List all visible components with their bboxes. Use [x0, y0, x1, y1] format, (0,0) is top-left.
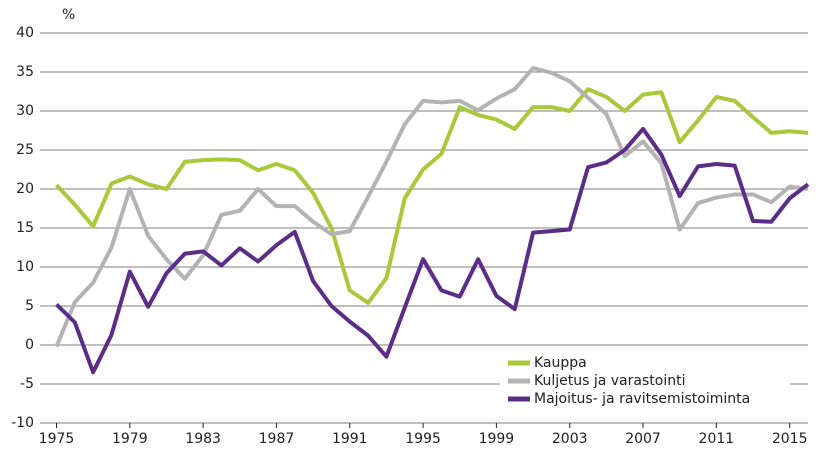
- x-tick-label: 2007: [625, 431, 661, 447]
- y-tick-label: 15: [16, 220, 34, 236]
- y-tick-label: 30: [16, 103, 34, 119]
- x-tick-label: 2015: [772, 431, 808, 447]
- y-tick-label: 40: [16, 25, 34, 41]
- y-tick-label: 35: [16, 64, 34, 80]
- y-axis-unit: %: [62, 7, 75, 23]
- y-tick-label: -10: [11, 415, 34, 431]
- y-tick-label: 10: [16, 259, 34, 275]
- x-tick-label: 1983: [185, 431, 221, 447]
- x-tick-label: 1987: [259, 431, 295, 447]
- x-tick-label: 1991: [332, 431, 368, 447]
- legend-label: Kauppa: [534, 355, 587, 371]
- y-tick-label: 5: [25, 298, 34, 314]
- legend-label: Majoitus- ja ravitsemistoiminta: [534, 391, 750, 407]
- y-tick-label: 25: [16, 142, 34, 158]
- series-line: [55, 126, 810, 375]
- x-tick-label: 2003: [552, 431, 588, 447]
- series-line: [55, 87, 809, 305]
- x-tick-label: 1995: [405, 431, 441, 447]
- legend-box: [500, 351, 790, 413]
- x-tick-label: 2011: [699, 431, 735, 447]
- y-tick-label: -5: [20, 376, 34, 392]
- series-line: [54, 66, 809, 348]
- x-tick-label: 1979: [112, 431, 148, 447]
- y-tick-label: 20: [16, 181, 34, 197]
- x-tick-label: 1999: [479, 431, 515, 447]
- legend-label: Kuljetus ja varastointi: [534, 373, 685, 389]
- y-tick-label: 0: [25, 337, 34, 353]
- x-tick-label: 1975: [39, 431, 75, 447]
